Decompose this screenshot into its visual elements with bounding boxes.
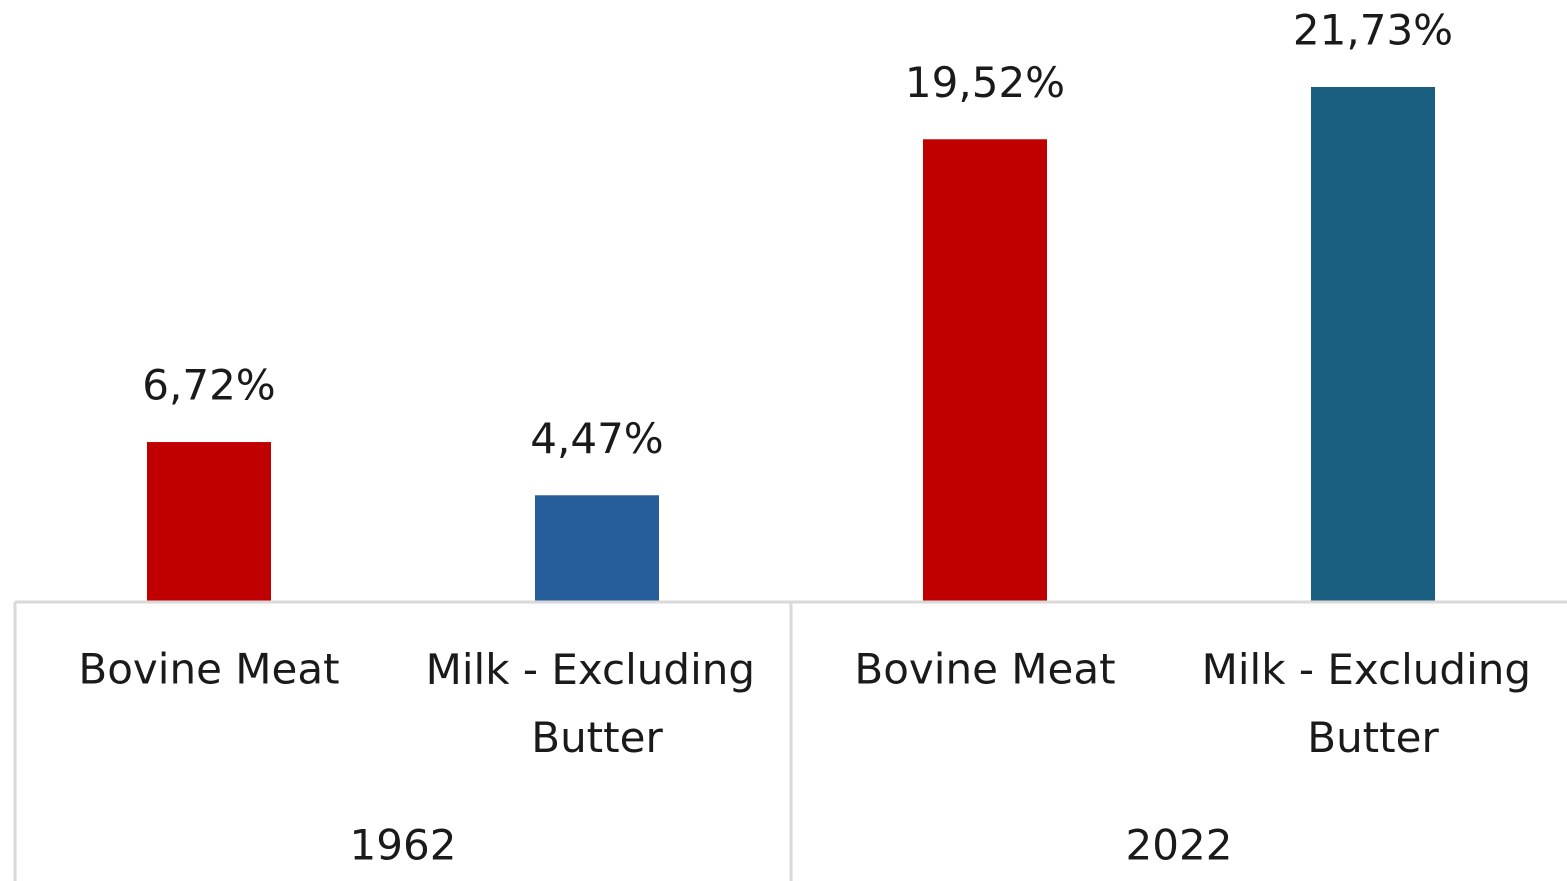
- group-label: 2022: [1126, 821, 1233, 870]
- data-label: 21,73%: [1293, 6, 1453, 55]
- x-tick-label: Bovine Meat: [854, 645, 1115, 694]
- bar: [1311, 87, 1435, 601]
- x-tick-label: Milk - Excluding Butter: [426, 645, 769, 762]
- group-label: 1962: [350, 821, 457, 870]
- data-label: 4,47%: [530, 414, 663, 463]
- bar: [535, 495, 659, 601]
- x-tick-label: Milk - Excluding Butter: [1202, 645, 1545, 762]
- x-tick-label: Bovine Meat: [78, 645, 339, 694]
- bar: [147, 442, 271, 601]
- bar: [923, 139, 1047, 601]
- data-label: 6,72%: [142, 361, 275, 410]
- data-label: 19,52%: [905, 58, 1065, 107]
